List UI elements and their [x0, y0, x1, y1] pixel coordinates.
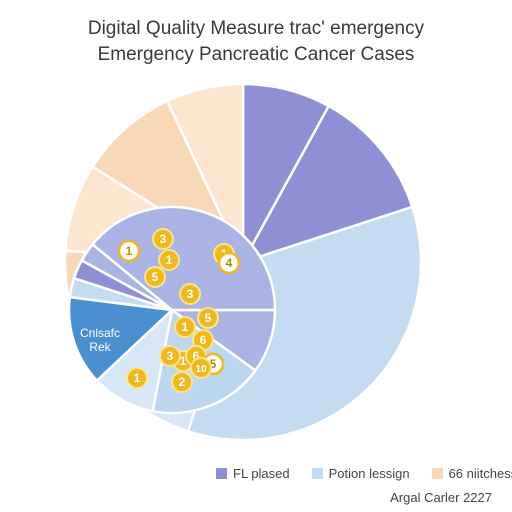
marker: 2 — [171, 371, 193, 393]
marker-label: 5 — [210, 357, 217, 371]
marker: 1 — [174, 316, 196, 338]
legend-item: FL plased — [216, 466, 290, 481]
marker: 1 — [117, 239, 141, 263]
marker-circle — [174, 316, 196, 338]
marker-circle — [126, 367, 148, 389]
marker: 4 — [217, 251, 241, 275]
inner-slice-label-group: Cnlsafc Rek — [80, 326, 120, 354]
marker: 5 — [144, 266, 166, 288]
marker-label: 1 — [134, 371, 141, 385]
marker-label: 4 — [226, 256, 233, 270]
marker: 1 — [158, 249, 180, 271]
outer-slice — [241, 104, 414, 264]
marker-circle — [117, 239, 141, 263]
marker-circle — [171, 371, 193, 393]
legend-label: 66 niitchess — [448, 466, 512, 481]
marker-label: 3 — [187, 287, 194, 301]
legend-label: Potion lessign — [328, 466, 410, 481]
marker-label: 5 — [205, 311, 212, 325]
marker: 3 — [159, 345, 181, 367]
marker: 3 — [179, 283, 201, 305]
legend-item: 66 niitchess — [431, 466, 512, 481]
marker-label: 1 — [182, 320, 189, 334]
marker-label: 2 — [179, 375, 186, 389]
legend-swatch — [311, 468, 323, 479]
marker-label: 6 — [193, 349, 200, 363]
marker-label: 1 — [180, 354, 187, 368]
marker-label: 1 — [126, 244, 133, 258]
inner-slice-label: Cnlsafc — [80, 326, 120, 340]
marker-label: 5 — [152, 270, 159, 284]
marker-circle — [144, 266, 166, 288]
marker-circle — [197, 307, 219, 329]
marker: 1 — [126, 367, 148, 389]
outer-slice — [165, 82, 245, 264]
chart-title: Digital Quality Measure trac' emergency — [87, 18, 425, 39]
marker-circle — [158, 249, 180, 271]
legend-label: FL plased — [233, 466, 290, 481]
marker-circle — [217, 251, 241, 275]
marker-circle — [159, 345, 181, 367]
legend-item: Potion lessign — [311, 466, 410, 481]
legend-swatch — [431, 468, 443, 479]
marker: 10 — [190, 357, 212, 379]
marker-label: 1 — [166, 253, 173, 267]
marker-label: 3 — [167, 349, 174, 363]
outer-slice — [241, 82, 330, 264]
marker-circle — [152, 228, 174, 250]
marker-circle — [179, 283, 201, 305]
inner-slice — [91, 205, 277, 312]
marker-label: 6 — [200, 333, 207, 347]
legend: FL plased Potion lessign 66 niitchess — [216, 466, 512, 481]
chart-subtitle: Emergency Pancreatic Cancer Cases — [97, 44, 415, 65]
marker-circle — [190, 357, 212, 379]
marker-group: 131514315613651210 — [117, 228, 241, 393]
inner-slice-label-2: Rek — [89, 340, 111, 354]
source-note: Argal Carler 2227 — [390, 490, 492, 505]
marker-label: 3 — [160, 232, 167, 246]
marker: 3 — [152, 228, 174, 250]
inner-slice — [67, 295, 174, 382]
marker: 5 — [197, 307, 219, 329]
marker-label: 10 — [195, 364, 207, 375]
legend-swatch — [216, 468, 227, 479]
